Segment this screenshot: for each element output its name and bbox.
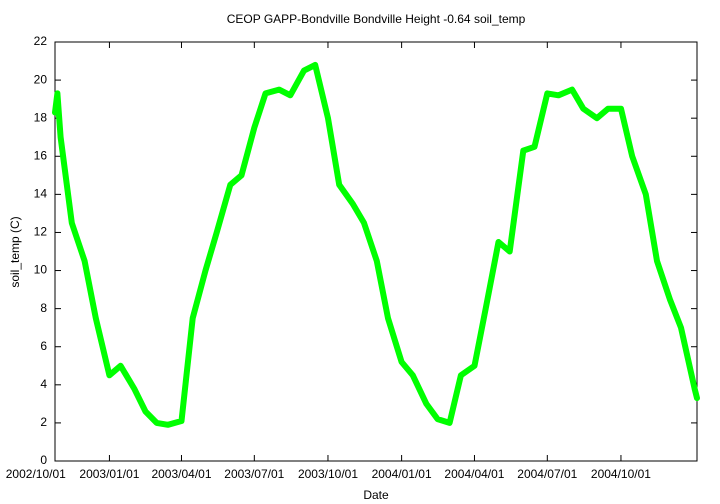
y-tick-label: 8: [40, 301, 47, 315]
y-tick-label: 16: [34, 148, 48, 162]
x-tick-label: 2004/04/01: [444, 467, 504, 481]
x-tick-label: 2004/07/01: [517, 467, 577, 481]
y-tick-label: 22: [34, 34, 48, 48]
plot-frame: [54, 41, 698, 462]
y-tick-label: 0: [40, 453, 47, 467]
x-axis-label: Date: [363, 488, 389, 502]
y-tick-label: 12: [34, 225, 48, 239]
x-tick-label: 2003/01/01: [79, 467, 139, 481]
y-tick-label: 10: [34, 263, 48, 277]
y-tick-label: 18: [34, 110, 48, 124]
data-line: [52, 61, 700, 428]
x-tick-label: 2003/04/01: [151, 467, 211, 481]
y-tick-label: 4: [40, 377, 47, 391]
y-tick-label: 20: [34, 72, 48, 86]
x-tick-label: 2003/07/01: [224, 467, 284, 481]
x-tick-label: 2003/10/01: [298, 467, 358, 481]
x-tick-label: 2004/10/01: [591, 467, 651, 481]
y-tick-label: 6: [40, 339, 47, 353]
y-tick-label: 2: [40, 415, 47, 429]
x-tick-label: 2002/10/01: [6, 467, 66, 481]
y-tick-label: 14: [34, 187, 48, 201]
chart-title: CEOP GAPP-Bondville Bondville Height -0.…: [227, 12, 526, 26]
x-tick-label: 2004/01/01: [372, 467, 432, 481]
y-axis-label: soil_temp (C): [8, 216, 22, 287]
